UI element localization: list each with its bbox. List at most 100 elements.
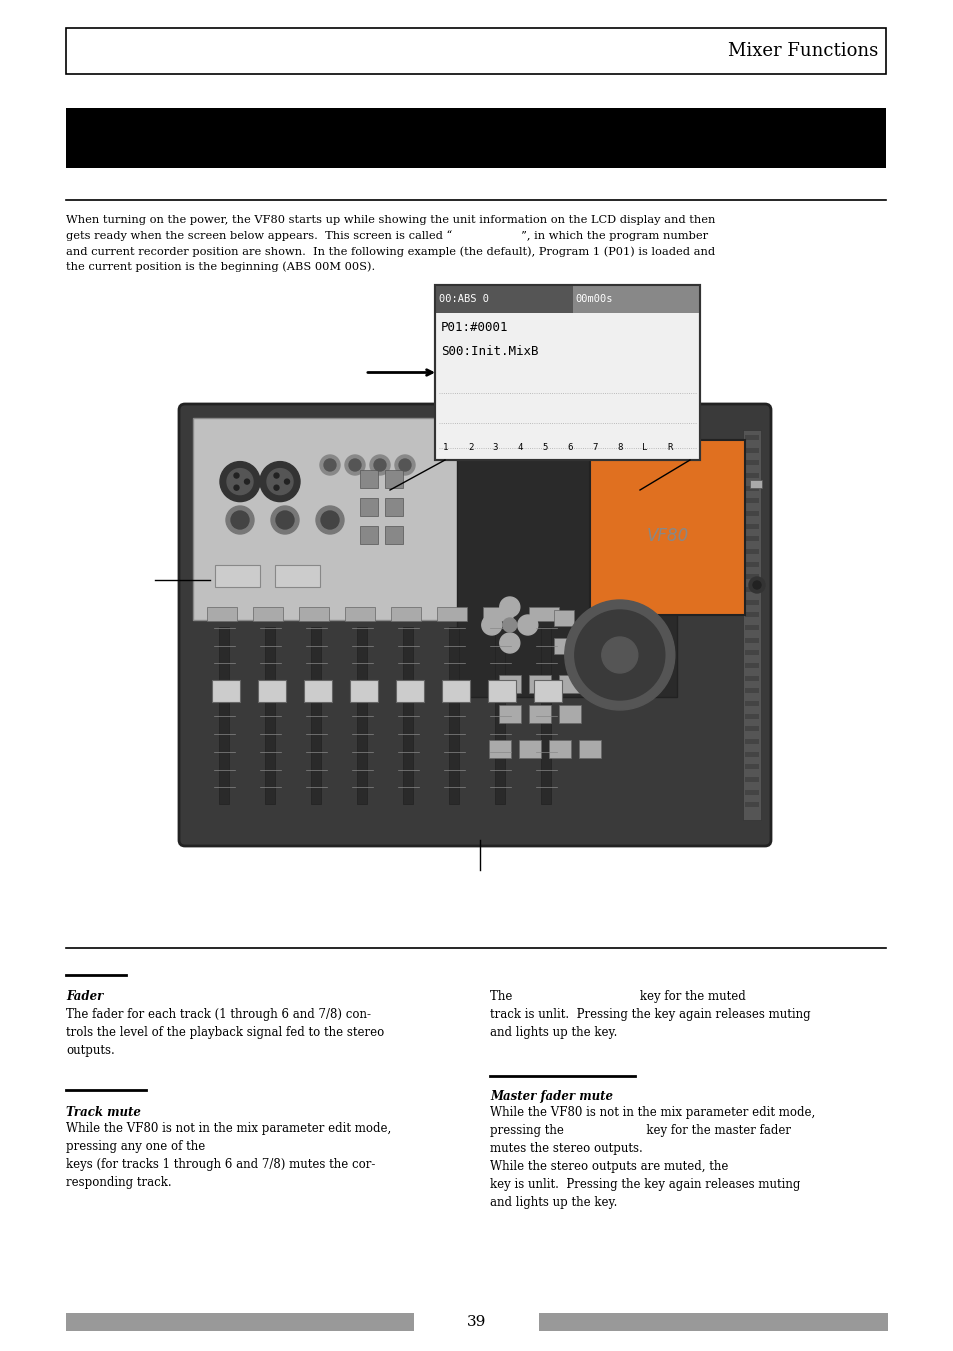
Bar [744,727,759,731]
Circle shape [231,511,249,530]
Circle shape [370,455,390,476]
Circle shape [398,459,411,471]
Text: 2: 2 [467,443,473,453]
Circle shape [499,634,519,653]
Bar [744,549,759,554]
Text: L: L [641,443,647,453]
Bar [538,1313,887,1331]
Bar [744,447,759,453]
Text: 7: 7 [592,443,598,453]
Bar [435,285,572,313]
Bar [744,626,759,630]
Bar [304,680,332,703]
Bar [578,740,600,758]
Bar [744,663,759,667]
Circle shape [226,507,253,534]
Bar [395,680,423,703]
Bar [529,705,551,723]
Bar [744,688,759,693]
Text: P01:#0001: P01:#0001 [440,322,508,334]
Circle shape [564,600,674,711]
Bar [345,607,375,621]
Text: 00m00s: 00m00s [575,295,613,304]
Bar [548,740,571,758]
Bar [744,713,759,719]
Bar [257,680,286,703]
Bar [482,607,513,621]
Bar [298,607,329,621]
Bar [554,611,574,626]
Bar [572,285,700,313]
Circle shape [345,455,365,476]
Text: 8: 8 [617,443,622,453]
Bar [744,612,759,617]
Bar [66,108,885,168]
Text: 3: 3 [493,443,497,453]
Circle shape [267,469,293,494]
Text: Track mute: Track mute [66,1106,141,1119]
Text: S00:Init.MixB: S00:Init.MixB [440,345,537,358]
Bar [744,638,759,643]
Bar [449,627,458,804]
Circle shape [244,480,250,484]
Bar [744,701,759,707]
Circle shape [395,455,415,476]
Circle shape [517,615,537,635]
Bar [385,526,402,544]
Circle shape [260,462,299,501]
Bar [356,627,367,804]
Bar [359,499,377,516]
Bar [744,511,759,516]
Bar [66,1313,414,1331]
Bar [529,676,551,693]
Bar [193,417,471,620]
Bar [744,802,759,808]
Bar [554,638,574,654]
Circle shape [227,469,253,494]
Bar [498,676,520,693]
Bar [540,627,551,804]
Text: While the VF80 is not in the mix parameter edit mode,
pressing any one of the
ke: While the VF80 is not in the mix paramet… [66,1121,391,1189]
Text: While the VF80 is not in the mix parameter edit mode,
pressing the              : While the VF80 is not in the mix paramet… [490,1106,815,1209]
Bar [488,680,516,703]
Text: 5: 5 [542,443,547,453]
Bar [359,470,377,488]
Bar [744,562,759,566]
Circle shape [499,597,519,617]
Circle shape [284,480,289,484]
Circle shape [320,511,338,530]
Circle shape [274,485,278,490]
Text: 39: 39 [467,1315,486,1329]
Circle shape [374,459,386,471]
Bar [744,485,759,490]
Circle shape [748,577,764,593]
Text: VF80: VF80 [646,527,688,546]
Bar [744,777,759,782]
Bar [207,607,236,621]
Text: The fader for each track (1 through 6 and 7/8) con-
trols the level of the playb: The fader for each track (1 through 6 an… [66,1008,384,1056]
Circle shape [315,507,344,534]
Bar [219,627,229,804]
Bar [749,480,761,488]
Bar [744,586,759,592]
Bar [744,790,759,794]
Circle shape [275,511,294,530]
Text: Mixer Functions: Mixer Functions [727,42,877,59]
Bar [744,765,759,769]
Bar [744,499,759,504]
Bar [253,607,283,621]
Text: 4: 4 [517,443,522,453]
Bar [385,499,402,516]
Bar [744,739,759,744]
Bar [589,440,744,615]
Text: 00:ABS 0: 00:ABS 0 [438,295,489,304]
Text: 6: 6 [567,443,572,453]
Bar [744,524,759,528]
Bar [744,650,759,655]
Bar [274,565,319,586]
Circle shape [601,638,638,673]
Bar [518,740,540,758]
Bar [744,600,759,605]
Bar [391,607,420,621]
Bar [212,680,240,703]
